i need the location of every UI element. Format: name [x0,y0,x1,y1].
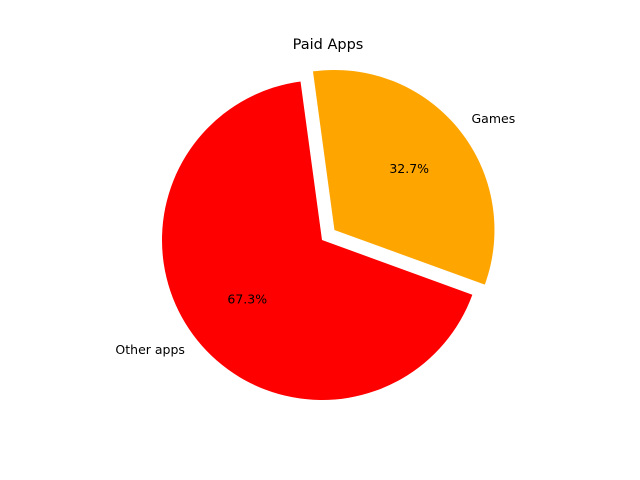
chart-title: Paid Apps [293,37,364,53]
pct-label-other-apps: 67.3% [227,292,267,307]
slice-label-games: Games [472,111,516,126]
pie-labels: Games 32.7% Other apps 67.3% [115,111,515,357]
pie-slice-games [312,69,495,285]
pie-slices [162,69,495,400]
slice-label-other-apps: Other apps [115,342,185,357]
pie-slice-other-apps [162,81,473,400]
pct-label-games: 32.7% [389,161,429,176]
